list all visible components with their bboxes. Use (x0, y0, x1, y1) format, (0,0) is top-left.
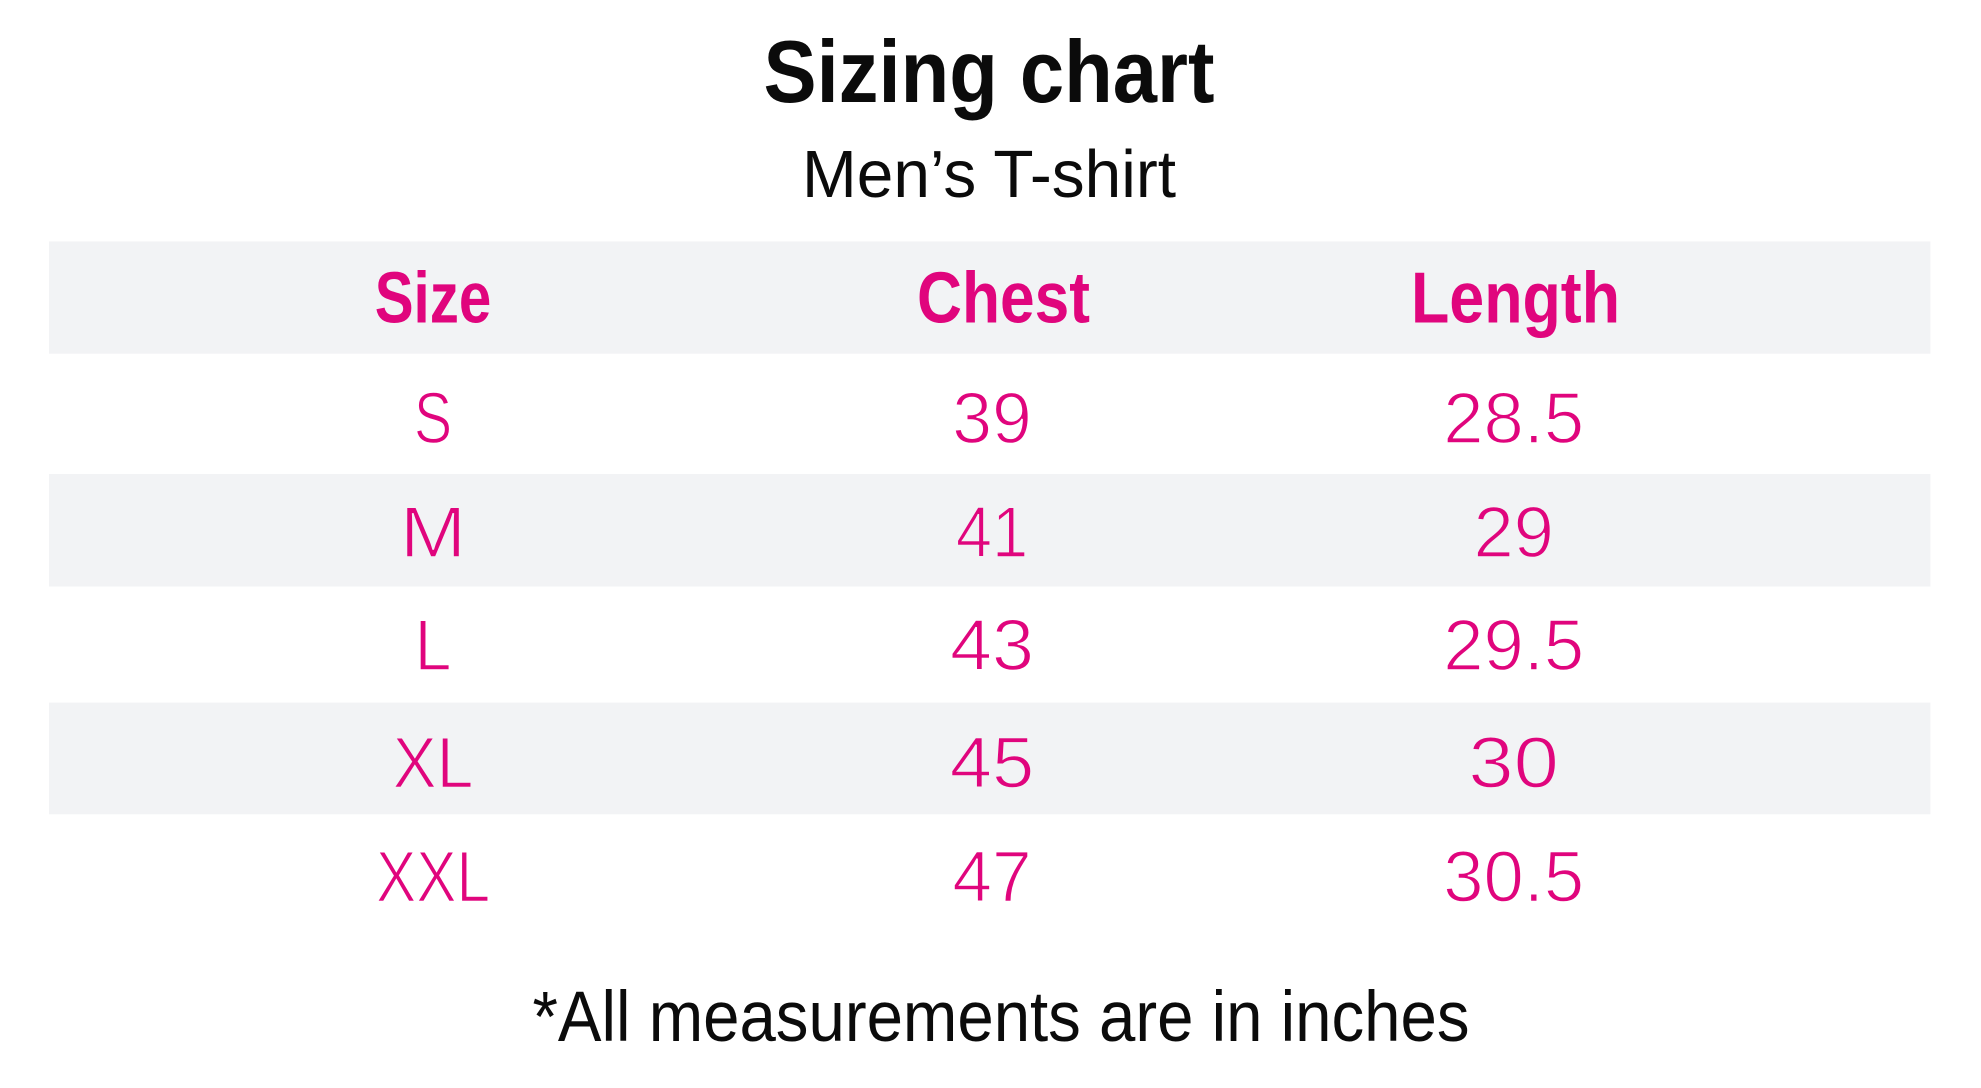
svg-text:L: L (415, 606, 452, 686)
svg-text:43: 43 (950, 606, 1034, 686)
svg-text:Chest: Chest (917, 258, 1090, 339)
svg-text:Size: Size (375, 258, 492, 339)
svg-text:*All measurements are in inche: *All measurements are in inches (533, 978, 1470, 1057)
svg-text:XL: XL (393, 724, 474, 804)
svg-text:M: M (400, 493, 466, 573)
svg-text:47: 47 (952, 838, 1031, 918)
svg-text:39: 39 (952, 379, 1032, 459)
svg-text:S: S (414, 379, 452, 459)
svg-text:Length: Length (1411, 258, 1620, 339)
svg-text:Sizing chart: Sizing chart (764, 22, 1215, 121)
svg-text:XXL: XXL (376, 838, 490, 918)
svg-text:29: 29 (1473, 493, 1554, 573)
svg-text:28.5: 28.5 (1443, 379, 1584, 459)
svg-text:30.5: 30.5 (1443, 838, 1584, 918)
svg-text:41: 41 (956, 493, 1028, 573)
svg-text:45: 45 (950, 724, 1035, 804)
svg-text:30: 30 (1468, 724, 1559, 804)
svg-text:Men’s T-shirt: Men’s T-shirt (802, 138, 1176, 212)
svg-text:29.5: 29.5 (1443, 606, 1584, 686)
